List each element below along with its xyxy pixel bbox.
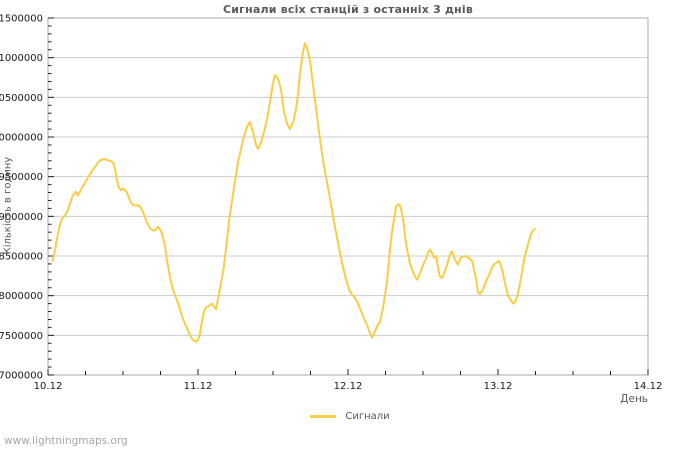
x-tick-label: 14.12 (634, 381, 663, 392)
x-tick-label: 13.12 (484, 381, 513, 392)
legend-label: Сигнали (345, 411, 390, 422)
series-line-Сигнали (51, 42, 536, 343)
x-tick-label: 11.12 (184, 381, 213, 392)
y-tick-label: 7500000 (0, 331, 43, 342)
y-tick-label: 10500000 (0, 93, 43, 104)
legend: Сигнали (0, 411, 700, 422)
y-tick-label: 10000000 (0, 133, 43, 144)
x-tick-label: 12.12 (334, 381, 363, 392)
y-tick-label: 8500000 (0, 252, 43, 263)
x-axis-title: День (620, 393, 648, 405)
y-tick-label: 11500000 (0, 14, 43, 25)
y-tick-label: 7000000 (0, 371, 43, 382)
y-tick-label: 8000000 (0, 291, 43, 302)
legend-line-swatch-icon (310, 415, 337, 418)
plot-frame (47, 17, 649, 376)
y-tick-label: 9500000 (0, 172, 43, 183)
x-tick-label: 10.12 (34, 381, 63, 392)
y-axis-title: Кількість в годину (2, 156, 14, 255)
y-tick-label: 11000000 (0, 53, 43, 64)
chart-title: Сигнали всіх станцій з останніх 3 днів (223, 3, 473, 16)
watermark: www.lightningmaps.org (4, 435, 128, 447)
y-tick-label: 9000000 (0, 212, 43, 223)
